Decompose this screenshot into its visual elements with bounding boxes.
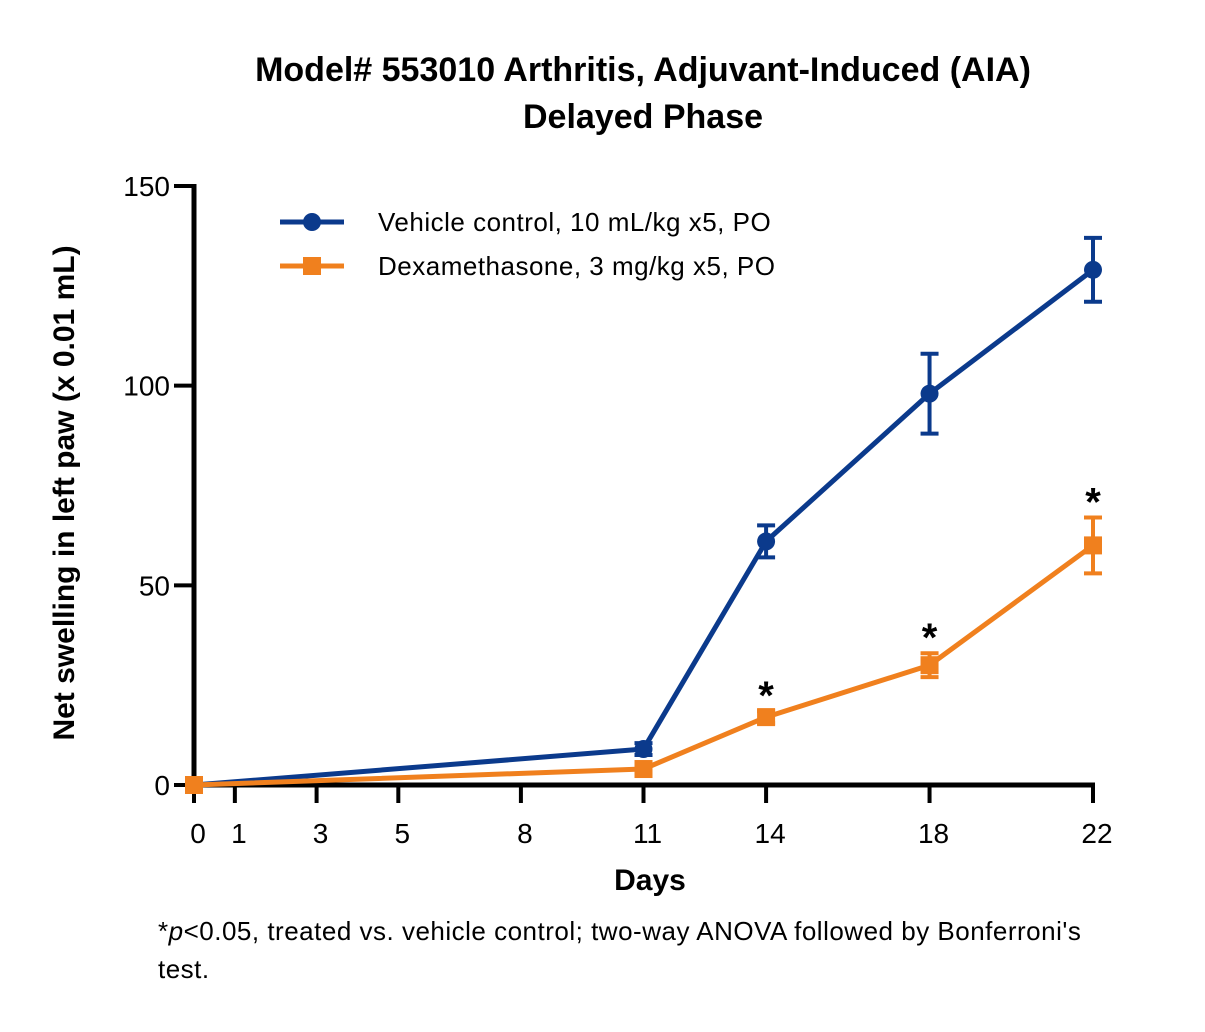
data-point — [920, 384, 939, 403]
data-point — [1084, 260, 1102, 279]
series-2: * * * — [185, 480, 1102, 794]
x-tick-label: 18 — [918, 818, 949, 849]
chart-title: Model# 553010 Arthritis, Adjuvant-Induce… — [255, 51, 1031, 89]
y-tick-label: 100 — [123, 371, 170, 402]
legend-label: Dexamethasone, 3 mg/kg x5, PO — [378, 251, 775, 281]
data-point — [920, 656, 939, 675]
legend-item-2: Dexamethasone, 3 mg/kg x5, PO — [280, 251, 775, 281]
legend-label: Vehicle control, 10 mL/kg x5, PO — [378, 207, 771, 237]
significance-marker: * — [922, 616, 938, 660]
legend: Vehicle control, 10 mL/kg x5, PO Dexameth… — [280, 207, 775, 281]
x-tick-label: 1 — [231, 818, 247, 849]
footnote: *p<0.05, treated vs. vehicle control; tw… — [158, 912, 1118, 988]
x-tick-label: 8 — [517, 818, 533, 849]
data-point — [757, 708, 776, 727]
series-1 — [185, 235, 1102, 794]
data-point — [1084, 536, 1102, 555]
x-tick-label: 22 — [1081, 818, 1112, 849]
legend-marker — [303, 213, 321, 231]
series-layer: * * * — [185, 235, 1102, 794]
data-point — [185, 776, 203, 794]
significance-marker: * — [758, 674, 774, 718]
series-line — [193, 267, 1095, 788]
y-tick-label: 150 — [123, 171, 170, 202]
x-tick-label: 14 — [755, 818, 786, 849]
data-point — [757, 532, 776, 551]
footnote-p: p — [168, 916, 184, 946]
x-tick-label: 3 — [313, 818, 329, 849]
footnote-star: * — [158, 916, 169, 946]
data-point — [634, 740, 653, 759]
legend-marker — [303, 257, 321, 275]
significance-marker: * — [1085, 480, 1101, 524]
chart-subtitle: Delayed Phase — [523, 98, 763, 136]
x-tick-label: 0 — [190, 818, 206, 849]
x-tick-label: 5 — [395, 818, 411, 849]
y-tick-label: 0 — [154, 770, 170, 801]
data-point — [634, 760, 653, 779]
y-axis-label: Net swelling in left paw (x 0.01 mL) — [48, 245, 81, 740]
legend-item-1: Vehicle control, 10 mL/kg x5, PO — [280, 207, 771, 237]
x-tick-label: 11 — [633, 818, 662, 849]
y-tick-label: 50 — [139, 570, 170, 601]
footnote-text: <0.05, treated vs. vehicle control; two-… — [158, 916, 1082, 984]
x-axis-label: Days — [614, 864, 686, 897]
